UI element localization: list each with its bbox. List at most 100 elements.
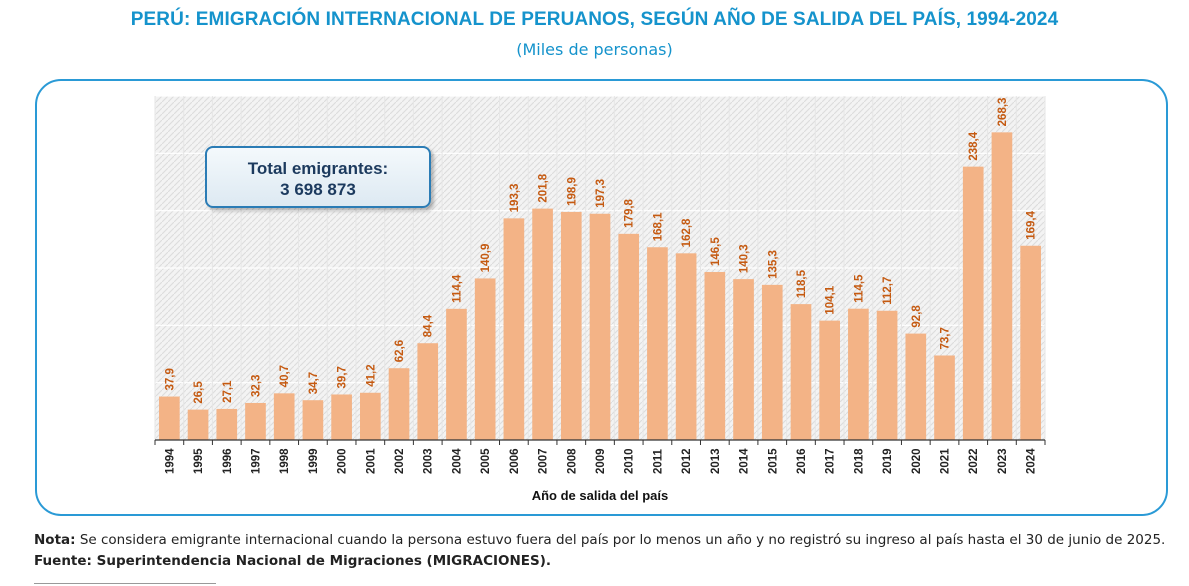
bar-value-label: 201,8: [538, 173, 550, 202]
bar: [991, 132, 1013, 440]
bar: [302, 400, 324, 440]
total-label: Total emigrantes:: [247, 159, 389, 178]
bar: [905, 333, 927, 440]
bar: [675, 253, 697, 440]
x-tick-label: 2019: [882, 448, 894, 474]
total-emigrants-box: Total emigrantes: 3 698 873: [205, 146, 431, 208]
bar-value-label: 146,5: [710, 237, 722, 266]
x-tick-label: 1999: [308, 448, 320, 474]
bar-value-label: 26,5: [193, 381, 205, 404]
bar: [704, 272, 726, 440]
footnote-rule: [34, 583, 216, 584]
bar: [532, 208, 553, 440]
x-tick-label: 2021: [940, 448, 952, 474]
bar: [216, 408, 238, 440]
x-tick-label: 2022: [968, 448, 980, 474]
bar: [503, 218, 525, 440]
bar: [934, 355, 955, 440]
bar: [761, 284, 783, 440]
chart-subtitle: (Miles de personas): [516, 40, 673, 59]
bar-value-label: 104,1: [825, 285, 837, 314]
bar: [446, 308, 467, 440]
source-text: Fuente: Superintendencia Nacional de Mig…: [34, 553, 552, 569]
bar-value-label: 39,7: [337, 366, 349, 388]
x-axis-title: Año de salida del país: [532, 488, 669, 503]
x-tick-label: 2010: [624, 448, 636, 474]
bar: [589, 213, 611, 440]
bar: [733, 279, 754, 440]
x-tick-label: 2014: [739, 448, 751, 474]
x-tick-label: 2024: [1026, 448, 1038, 474]
bar: [187, 409, 209, 440]
x-tick-label: 2015: [767, 448, 779, 474]
x-tick-label: 2023: [997, 448, 1009, 474]
x-tick-label: 1995: [193, 448, 205, 474]
bar-value-label: 193,3: [509, 184, 521, 213]
x-tick-label: 2008: [566, 448, 578, 474]
bar: [618, 233, 640, 440]
x-tick-label: 2003: [423, 448, 435, 474]
bar-value-label: 27,1: [222, 380, 234, 403]
x-tick-label: 2005: [480, 448, 492, 474]
x-tick-label: 2011: [652, 448, 664, 474]
bar-value-label: 198,9: [566, 177, 578, 206]
x-tick-label: 2016: [796, 448, 808, 474]
bar: [331, 394, 352, 440]
bar-value-label: 118,5: [796, 269, 808, 298]
bar-value-label: 84,4: [423, 314, 435, 337]
bar: [474, 278, 496, 440]
bar-value-label: 41,2: [365, 364, 377, 386]
bar-value-label: 37,9: [164, 368, 176, 390]
bar-value-label: 62,6: [394, 340, 406, 362]
x-tick-label: 1998: [279, 448, 291, 474]
x-tick-label: 2009: [595, 448, 607, 474]
bar-value-label: 179,8: [624, 198, 636, 227]
bar: [962, 166, 984, 440]
bar-value-label: 114,5: [853, 274, 865, 303]
bar-value-label: 169,4: [1026, 210, 1038, 239]
bar: [388, 368, 410, 440]
x-tick-label: 2000: [337, 448, 349, 474]
x-tick-label: 2007: [538, 448, 550, 474]
x-tick-label: 2013: [710, 448, 722, 474]
bar: [560, 211, 582, 440]
note-body: Se considera emigrante internacional cua…: [75, 532, 1166, 548]
bar-value-label: 40,7: [279, 365, 291, 387]
x-tick-label: 1996: [222, 448, 234, 474]
x-tick-label: 2001: [365, 448, 377, 474]
bar: [819, 320, 841, 440]
bar-value-label: 73,7: [940, 327, 952, 349]
bar: [647, 247, 668, 440]
bar: [1020, 245, 1041, 440]
x-tick-label: 2012: [681, 448, 693, 474]
bar-value-label: 140,3: [739, 244, 751, 273]
bar-value-label: 197,3: [595, 179, 607, 208]
bar-value-label: 268,3: [997, 98, 1009, 127]
bar: [417, 343, 439, 440]
x-tick-label: 2018: [853, 448, 865, 474]
chart-title: PERÚ: EMIGRACIÓN INTERNACIONAL DE PERUAN…: [130, 9, 1059, 30]
bar: [359, 392, 381, 440]
bar: [159, 396, 180, 440]
x-tick-label: 2004: [451, 448, 463, 474]
bar-value-label: 162,8: [681, 218, 693, 247]
note-text: Nota: Se considera emigrante internacion…: [34, 532, 1165, 548]
x-tick-label: 2017: [825, 448, 837, 474]
x-tick-label: 1994: [164, 448, 176, 474]
x-tick-label: 1997: [250, 448, 262, 474]
bar-value-label: 140,9: [480, 244, 492, 273]
bar: [876, 310, 898, 440]
bar: [273, 393, 295, 440]
bar-value-label: 92,8: [911, 305, 923, 328]
x-tick-label: 2006: [509, 448, 521, 474]
note-label: Nota:: [34, 532, 76, 548]
bar-value-label: 135,3: [767, 250, 779, 279]
bar: [790, 304, 812, 440]
bar-value-label: 238,4: [968, 131, 980, 160]
bar: [245, 402, 266, 440]
bar: [848, 308, 869, 440]
bar-value-label: 34,7: [308, 372, 320, 394]
bar-value-label: 168,1: [652, 212, 664, 241]
x-tick-label: 2020: [911, 448, 923, 474]
